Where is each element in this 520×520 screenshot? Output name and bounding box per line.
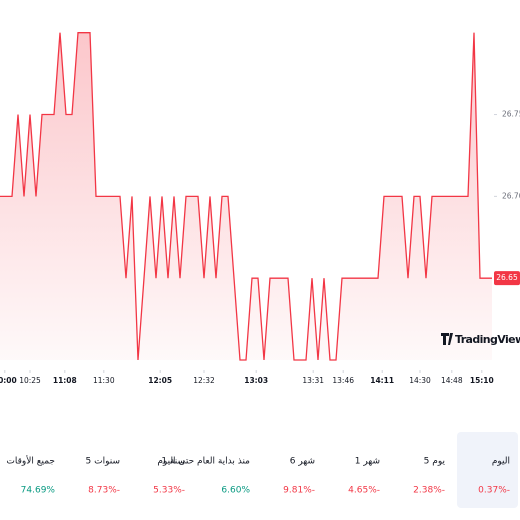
tab-value: 8.73%-: [88, 486, 120, 496]
tab-value: 6.60%: [221, 486, 250, 496]
logo-icon: [441, 333, 453, 345]
x-tick-label: 15:10: [470, 376, 494, 385]
x-tick-label: 10:00: [0, 376, 17, 385]
x-tick-label: 12:32: [193, 376, 215, 385]
tab-selected-bg: [457, 432, 518, 508]
tab-value: 74.69%: [21, 486, 56, 496]
tab-label: 5 سنوات: [86, 457, 120, 467]
tab-label: 5 يوم: [424, 457, 446, 467]
x-tick-label: 12:05: [148, 376, 172, 385]
x-tick-label: 13:31: [302, 376, 324, 385]
period-tab[interactable]: 6 شهر 9.81%-: [283, 457, 315, 496]
x-tick-label: 10:25: [19, 376, 41, 385]
period-tab[interactable]: 1 سنة 5.33%-: [153, 457, 185, 496]
period-tab[interactable]: 5 سنوات 8.73%-: [86, 457, 120, 496]
tab-label: منذ بداية العام حتى اليوم: [157, 457, 250, 467]
area: [0, 32, 492, 360]
tab-label: 6 شهر: [290, 457, 315, 467]
tab-label: جميع الأوقات: [6, 455, 55, 467]
period-tab[interactable]: منذ بداية العام حتى اليوم 6.60%: [157, 457, 250, 496]
period-tab[interactable]: 1 شهر 4.65%-: [348, 457, 380, 496]
price-line: [0, 32, 492, 361]
tab-value: 4.65%-: [348, 486, 380, 496]
period-tab[interactable]: اليوم 0.37%-: [457, 432, 518, 508]
tab-value: 2.38%-: [413, 486, 445, 496]
last-price-label: 26.65: [496, 273, 518, 282]
x-tick-label: 11:08: [53, 376, 77, 385]
period-tab[interactable]: جميع الأوقات 74.69%: [6, 455, 55, 496]
x-tick-label: 13:03: [244, 376, 268, 385]
tab-label: اليوم: [492, 457, 510, 467]
x-tick-label: 13:46: [332, 376, 354, 385]
period-tab[interactable]: 5 يوم 2.38%-: [413, 457, 445, 496]
y-tick-label: 26.70: [502, 191, 520, 200]
tab-value: 5.33%-: [153, 486, 185, 496]
x-tick-label: 11:30: [93, 376, 115, 385]
x-tick-label: 14:48: [441, 376, 463, 385]
logo[interactable]: TradingView: [441, 333, 520, 346]
tab-label: 1 سنة: [161, 457, 185, 467]
x-tick-label: 14:11: [370, 376, 394, 385]
tab-value: 9.81%-: [283, 486, 315, 496]
y-tick-label: 26.75: [502, 110, 520, 119]
logo-text: TradingView: [455, 333, 520, 346]
tab-value: 0.37%-: [478, 486, 510, 496]
last-price-box: [494, 271, 520, 286]
tab-label: 1 شهر: [355, 457, 380, 467]
x-tick-label: 14:30: [409, 376, 431, 385]
